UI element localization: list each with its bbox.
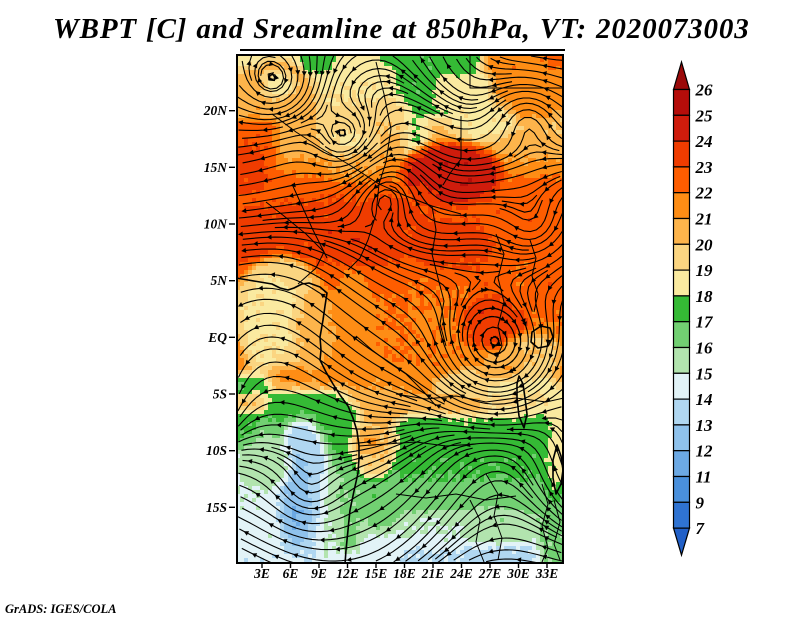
svg-text:30E: 30E <box>506 566 530 581</box>
svg-text:12: 12 <box>696 442 714 461</box>
svg-text:12E: 12E <box>336 566 359 581</box>
svg-text:5S: 5S <box>213 387 227 402</box>
svg-text:27E: 27E <box>478 566 502 581</box>
svg-text:19: 19 <box>696 261 714 280</box>
svg-text:15S: 15S <box>206 500 227 515</box>
svg-text:20: 20 <box>695 235 714 254</box>
svg-text:18: 18 <box>696 287 714 306</box>
svg-text:24: 24 <box>695 132 713 151</box>
svg-text:23: 23 <box>695 158 714 177</box>
svg-text:EQ: EQ <box>207 330 227 345</box>
svg-text:11: 11 <box>696 468 712 487</box>
svg-text:13: 13 <box>696 416 714 435</box>
svg-text:24E: 24E <box>449 566 473 581</box>
svg-text:21: 21 <box>695 210 713 229</box>
svg-text:10S: 10S <box>206 443 227 458</box>
svg-text:15E: 15E <box>365 566 388 581</box>
svg-text:5N: 5N <box>211 273 229 288</box>
svg-text:9E: 9E <box>311 566 327 581</box>
svg-text:26: 26 <box>695 81 714 100</box>
svg-text:21E: 21E <box>421 566 445 581</box>
svg-text:15: 15 <box>696 364 714 383</box>
svg-text:22: 22 <box>695 184 714 203</box>
svg-text:15N: 15N <box>204 160 229 175</box>
svg-text:14: 14 <box>696 390 713 409</box>
svg-text:9: 9 <box>696 493 705 512</box>
svg-text:17: 17 <box>696 313 715 332</box>
svg-text:33E: 33E <box>535 566 559 581</box>
svg-text:18E: 18E <box>393 566 416 581</box>
svg-text:7: 7 <box>696 519 706 538</box>
svg-text:10N: 10N <box>204 217 229 232</box>
svg-text:16: 16 <box>696 339 714 358</box>
svg-text:20N: 20N <box>203 103 229 118</box>
svg-text:25: 25 <box>695 106 714 125</box>
svg-text:6E: 6E <box>283 566 299 581</box>
svg-text:3E: 3E <box>253 566 270 581</box>
